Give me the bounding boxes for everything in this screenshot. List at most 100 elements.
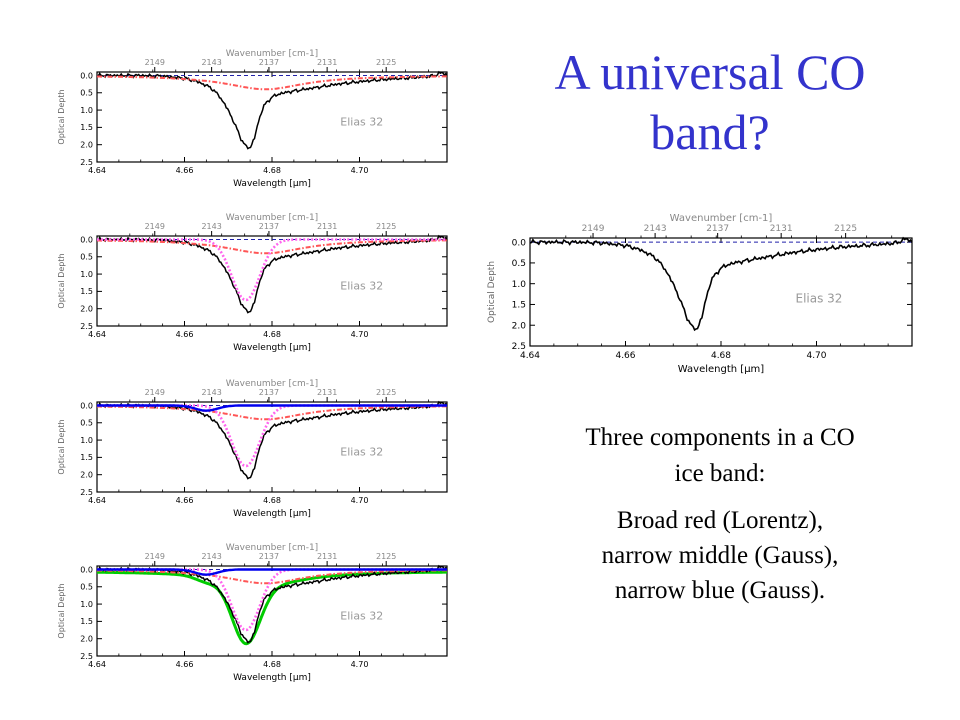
y-tick-label: 0.5 <box>80 583 93 592</box>
x-axis-label: Wavelength [μm] <box>233 673 311 683</box>
chart-panel-observed-lorentz: 4.64 4.66 4.68 4.70 0.0 0.5 1.0 1.5 2.0 2.5 2149 21… <box>55 46 455 192</box>
y-axis-label: Optical Depth <box>57 89 66 144</box>
top-tick-label: 2149 <box>145 58 165 67</box>
y-tick-label: 2.5 <box>80 158 93 167</box>
caption-components: Three components in a CO ice band: <box>500 420 940 492</box>
x-tick-label: 4.64 <box>88 660 106 669</box>
x-tick-label: 4.68 <box>263 660 281 669</box>
title-line-2: band? <box>650 104 770 160</box>
top-tick-label: 2149 <box>145 388 165 397</box>
top-tick-label: 2143 <box>201 222 221 231</box>
x-tick-label: 4.66 <box>176 660 194 669</box>
top-tick-label: 2125 <box>376 58 396 67</box>
series-gauss-blue <box>97 404 447 412</box>
y-tick-label: 0.5 <box>80 253 93 262</box>
top-tick-label: 2137 <box>259 222 279 231</box>
chart-panel-observed-large: 4.64 4.66 4.68 4.70 0.0 0.5 1.0 1.5 2.0 2.5 2149 21… <box>484 208 920 382</box>
top-tick-label: 2131 <box>317 58 337 67</box>
y-tick-label: 1.5 <box>80 287 93 296</box>
plot-svg: 4.64 4.66 4.68 4.70 0.0 0.5 1.0 1.5 2.0 2.5 2149 21… <box>57 379 448 519</box>
y-tick-label: 0.0 <box>80 565 93 574</box>
x-tick-label: 4.64 <box>520 351 540 361</box>
x-tick-label: 4.70 <box>351 166 369 175</box>
source-annotation: Elias 32 <box>340 280 383 293</box>
x-axis-label: Wavelength [μm] <box>233 179 311 189</box>
y-tick-label: 1.0 <box>80 600 93 609</box>
top-axis-label: Wavenumber [cm-1] <box>670 213 773 224</box>
series-observed <box>529 236 913 332</box>
top-tick-label: 2149 <box>582 224 605 234</box>
top-axis-label: Wavenumber [cm-1] <box>226 543 318 553</box>
top-tick-label: 2131 <box>317 222 337 231</box>
top-tick-label: 2125 <box>376 222 396 231</box>
top-tick-label: 2131 <box>317 552 337 561</box>
top-axis-label: Wavenumber [cm-1] <box>226 379 318 389</box>
y-tick-label: 2.0 <box>80 634 93 643</box>
y-tick-label: 0.0 <box>80 235 93 244</box>
x-tick-label: 4.68 <box>263 330 281 339</box>
y-axis-label: Optical Depth <box>487 261 497 323</box>
plot-frame <box>96 71 448 163</box>
top-tick-label: 2143 <box>201 388 221 397</box>
y-tick-label: 1.0 <box>80 106 93 115</box>
y-axis-label: Optical Depth <box>57 419 66 474</box>
y-tick-label: 0.5 <box>80 89 93 98</box>
y-tick-label: 2.0 <box>80 140 93 149</box>
series-observed <box>96 234 448 314</box>
y-tick-label: 0.0 <box>80 401 93 410</box>
source-annotation: Elias 32 <box>340 610 383 623</box>
y-tick-label: 1.0 <box>512 280 527 290</box>
x-tick-label: 4.68 <box>711 351 731 361</box>
x-tick-label: 4.70 <box>351 330 369 339</box>
y-tick-label: 1.5 <box>80 453 93 462</box>
top-tick-label: 2125 <box>376 388 396 397</box>
series-observed <box>96 400 448 480</box>
y-tick-label: 1.0 <box>80 270 93 279</box>
source-annotation: Elias 32 <box>340 446 383 459</box>
x-axis-label: Wavelength [μm] <box>678 364 765 375</box>
x-tick-label: 4.66 <box>176 330 194 339</box>
x-tick-label: 4.68 <box>263 166 281 175</box>
series-gauss-blue <box>97 568 447 576</box>
top-tick-label: 2137 <box>259 388 279 397</box>
y-axis-label: Optical Depth <box>57 253 66 308</box>
top-tick-label: 2143 <box>644 224 667 234</box>
series-lorentz <box>97 405 447 421</box>
y-tick-label: 2.0 <box>80 470 93 479</box>
top-tick-label: 2125 <box>834 224 857 234</box>
x-tick-label: 4.70 <box>351 660 369 669</box>
plot-frame <box>529 237 913 347</box>
top-axis-label: Wavenumber [cm-1] <box>226 49 318 59</box>
top-tick-label: 2125 <box>376 552 396 561</box>
chart-panel-observed-lorentz-gauss: 4.64 4.66 4.68 4.70 0.0 0.5 1.0 1.5 2.0 2.5 2149 21… <box>55 210 455 356</box>
x-tick-label: 4.66 <box>615 351 635 361</box>
chart-panel-three-components: 4.64 4.66 4.68 4.70 0.0 0.5 1.0 1.5 2.0 2.5 2149 21… <box>55 376 455 522</box>
x-tick-label: 4.66 <box>176 166 194 175</box>
x-tick-label: 4.64 <box>88 166 106 175</box>
plot-svg: 4.64 4.66 4.68 4.70 0.0 0.5 1.0 1.5 2.0 2.5 2149 21… <box>57 49 448 189</box>
x-axis-label: Wavelength [μm] <box>233 509 311 519</box>
top-tick-label: 2149 <box>145 552 165 561</box>
series-gauss-middle <box>97 238 447 302</box>
y-tick-label: 2.0 <box>80 304 93 313</box>
top-tick-label: 2137 <box>259 552 279 561</box>
caption2-line-2: narrow middle (Gauss), <box>601 542 839 569</box>
title-line-1: A universal CO <box>554 44 866 100</box>
x-tick-label: 4.70 <box>351 496 369 505</box>
plot-svg: 4.64 4.66 4.68 4.70 0.0 0.5 1.0 1.5 2.0 2.5 2149 21… <box>57 213 448 353</box>
top-tick-label: 2149 <box>145 222 165 231</box>
y-tick-label: 2.5 <box>80 488 93 497</box>
caption2-line-1: Broad red (Lorentz), <box>616 507 824 534</box>
y-axis-label: Optical Depth <box>57 583 66 638</box>
y-tick-label: 1.5 <box>512 301 526 311</box>
caption2-line-3: narrow blue (Gauss). <box>614 577 826 604</box>
x-tick-label: 4.70 <box>806 351 826 361</box>
top-axis-label: Wavenumber [cm-1] <box>226 213 318 223</box>
slide-title: A universal CO band? <box>510 42 910 162</box>
y-tick-label: 0.0 <box>80 71 93 80</box>
series-lorentz <box>97 75 447 91</box>
y-tick-label: 0.5 <box>512 259 526 269</box>
x-tick-label: 4.66 <box>176 496 194 505</box>
series-observed <box>96 70 448 150</box>
y-tick-label: 1.0 <box>80 436 93 445</box>
